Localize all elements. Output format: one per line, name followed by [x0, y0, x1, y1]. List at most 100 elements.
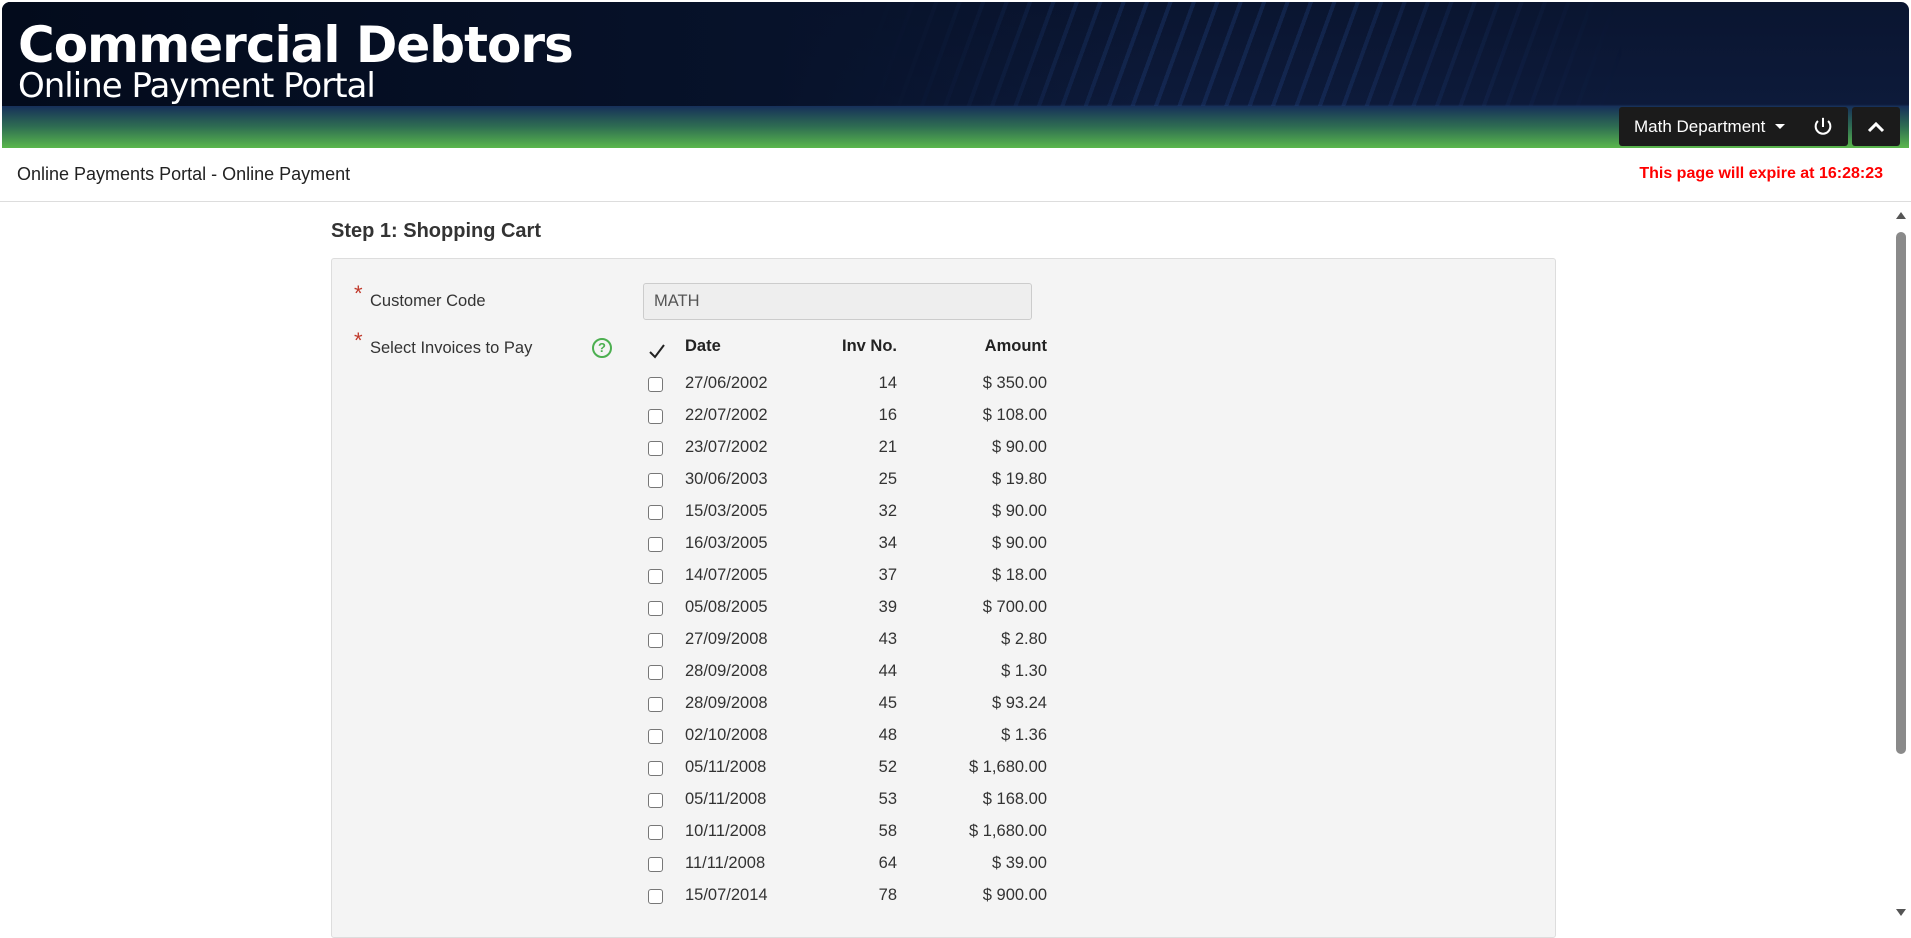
invoice-number: 32	[878, 502, 897, 520]
invoice-row: 14/07/2005 37 $ 18.00	[332, 563, 1047, 595]
select-all-check-icon[interactable]	[648, 343, 666, 359]
invoice-date: 27/09/2008	[685, 630, 768, 648]
invoice-number: 34	[878, 534, 897, 552]
invoice-row: 27/09/2008 43 $ 2.80	[332, 627, 1047, 659]
invoice-row: 27/06/2002 14 $ 350.00	[332, 371, 1047, 403]
invoice-number: 45	[878, 694, 897, 712]
header-green-band	[2, 106, 1909, 148]
invoice-date: 23/07/2002	[685, 438, 768, 456]
invoice-row: 22/07/2002 16 $ 108.00	[332, 403, 1047, 435]
invoice-amount: $ 1.36	[1001, 726, 1047, 744]
invoice-amount: $ 900.00	[982, 886, 1047, 904]
invoice-amount: $ 90.00	[991, 502, 1047, 520]
invoice-number: 53	[878, 790, 897, 808]
invoice-checkbox[interactable]	[648, 889, 663, 904]
caret-down-icon	[1775, 124, 1786, 129]
invoice-checkbox[interactable]	[648, 857, 663, 872]
power-icon[interactable]	[1812, 116, 1834, 138]
invoice-date: 30/06/2003	[685, 470, 768, 488]
shopping-cart-panel: * Customer Code MATH * Select Invoices t…	[331, 258, 1556, 938]
chevron-up-icon	[1867, 121, 1885, 132]
invoice-row: 16/03/2005 34 $ 90.00	[332, 531, 1047, 563]
invoice-date: 05/08/2005	[685, 598, 768, 616]
invoice-row: 28/09/2008 44 $ 1.30	[332, 659, 1047, 691]
invoice-checkbox[interactable]	[648, 729, 663, 744]
invoice-row: 10/11/2008 58 $ 1,680.00	[332, 819, 1047, 851]
app-subtitle: Online Payment Portal	[18, 66, 376, 106]
scrollbar-thumb[interactable]	[1896, 232, 1906, 754]
user-menu-button[interactable]: Math Department	[1619, 107, 1848, 146]
collapse-header-button[interactable]	[1852, 107, 1900, 146]
invoice-amount: $ 700.00	[982, 598, 1047, 616]
invoice-number: 64	[878, 854, 897, 872]
invoice-checkbox[interactable]	[648, 441, 663, 456]
vertical-scrollbar[interactable]	[1891, 208, 1911, 924]
breadcrumb: Online Payments Portal - Online Payment	[17, 164, 351, 184]
invoice-checkbox[interactable]	[648, 569, 663, 584]
column-header-date: Date	[685, 337, 721, 355]
invoice-date: 05/11/2008	[685, 790, 767, 808]
invoice-number: 16	[878, 406, 897, 424]
invoice-checkbox[interactable]	[648, 473, 663, 488]
invoice-row: 23/07/2002 21 $ 90.00	[332, 435, 1047, 467]
page-title: Step 1: Shopping Cart	[331, 220, 541, 242]
invoice-checkbox[interactable]	[648, 665, 663, 680]
invoice-checkbox[interactable]	[648, 505, 663, 520]
invoice-row: 30/06/2003 25 $ 19.80	[332, 467, 1047, 499]
invoice-checkbox[interactable]	[648, 697, 663, 712]
invoice-date: 10/11/2008	[685, 822, 767, 840]
invoice-checkbox[interactable]	[648, 825, 663, 840]
invoice-number: 52	[878, 758, 897, 776]
invoice-date: 27/06/2002	[685, 374, 768, 392]
invoice-amount: $ 93.24	[991, 694, 1047, 712]
scroll-down-arrow-icon[interactable]	[1896, 909, 1906, 916]
invoice-date: 22/07/2002	[685, 406, 768, 424]
invoice-row: 11/11/2008 64 $ 39.00	[332, 851, 1047, 883]
column-header-amount: Amount	[984, 337, 1047, 355]
invoice-row: 05/11/2008 52 $ 1,680.00	[332, 755, 1047, 787]
invoice-amount: $ 108.00	[982, 406, 1047, 424]
invoice-checkbox[interactable]	[648, 601, 663, 616]
invoices-label: Select Invoices to Pay	[370, 339, 533, 357]
invoice-date: 16/03/2005	[685, 534, 768, 552]
invoice-number: 43	[878, 630, 897, 648]
invoice-row: 02/10/2008 48 $ 1.36	[332, 723, 1047, 755]
invoice-amount: $ 350.00	[982, 374, 1047, 392]
invoice-checkbox[interactable]	[648, 761, 663, 776]
required-marker: *	[354, 328, 363, 353]
app-header: Commercial Debtors Online Payment Portal	[2, 2, 1909, 148]
invoice-date: 15/03/2005	[685, 502, 768, 520]
invoice-checkbox[interactable]	[648, 633, 663, 648]
invoice-amount: $ 19.80	[991, 470, 1047, 488]
invoice-date: 02/10/2008	[685, 726, 768, 744]
required-marker: *	[354, 281, 363, 306]
invoice-date: 15/07/2014	[685, 886, 768, 904]
invoice-row: 05/11/2008 53 $ 168.00	[332, 787, 1047, 819]
scroll-up-arrow-icon[interactable]	[1896, 212, 1906, 219]
invoice-number: 37	[878, 566, 897, 584]
invoice-amount: $ 1,680.00	[969, 758, 1047, 776]
invoice-checkbox[interactable]	[648, 377, 663, 392]
invoice-checkbox[interactable]	[648, 409, 663, 424]
invoice-amount: $ 90.00	[991, 534, 1047, 552]
invoice-number: 39	[878, 598, 897, 616]
customer-code-label: Customer Code	[370, 292, 486, 310]
help-icon[interactable]: ?	[592, 338, 612, 358]
invoice-row: 28/09/2008 45 $ 93.24	[332, 691, 1047, 723]
invoice-amount: $ 1.30	[1001, 662, 1047, 680]
column-header-inv-no: Inv No.	[841, 337, 897, 355]
invoice-date: 11/11/2008	[685, 854, 766, 872]
invoice-checkbox[interactable]	[648, 537, 663, 552]
user-menu-label: Math Department	[1634, 116, 1766, 136]
invoice-number: 25	[878, 470, 897, 488]
invoice-number: 48	[878, 726, 897, 744]
invoice-amount: $ 90.00	[991, 438, 1047, 456]
header-shade	[2, 2, 1909, 106]
invoice-number: 44	[878, 662, 897, 680]
customer-code-field[interactable]: MATH	[643, 283, 1032, 320]
invoice-date: 05/11/2008	[685, 758, 767, 776]
app-title: Commercial Debtors	[18, 16, 574, 74]
invoice-checkbox[interactable]	[648, 793, 663, 808]
invoice-number: 14	[878, 374, 897, 392]
invoice-number: 21	[878, 438, 897, 456]
